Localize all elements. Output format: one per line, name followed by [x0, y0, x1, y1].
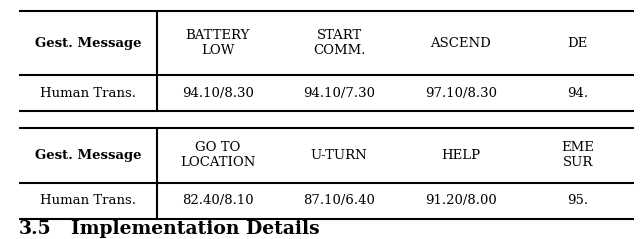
Text: 97.10/8.30: 97.10/8.30: [425, 87, 497, 100]
Text: BATTERY
LOW: BATTERY LOW: [186, 29, 250, 57]
Text: HELP: HELP: [441, 149, 481, 162]
Text: Gest. Message: Gest. Message: [35, 149, 141, 162]
Text: ASCEND: ASCEND: [431, 37, 491, 49]
Text: EME
SUR: EME SUR: [561, 141, 594, 169]
Text: 91.20/8.00: 91.20/8.00: [425, 194, 497, 207]
Text: Gest. Message: Gest. Message: [35, 37, 141, 49]
Text: GO TO
LOCATION: GO TO LOCATION: [180, 141, 255, 169]
Text: Implementation Details: Implementation Details: [58, 220, 319, 238]
Text: 95.: 95.: [567, 194, 588, 207]
Text: 94.: 94.: [567, 87, 588, 100]
Text: Human Trans.: Human Trans.: [40, 194, 136, 207]
Text: Human Trans.: Human Trans.: [40, 87, 136, 100]
Text: 94.10/8.30: 94.10/8.30: [182, 87, 253, 100]
Text: 82.40/8.10: 82.40/8.10: [182, 194, 253, 207]
Text: 94.10/7.30: 94.10/7.30: [303, 87, 375, 100]
Text: DE: DE: [568, 37, 588, 49]
Text: START
COMM.: START COMM.: [313, 29, 365, 57]
Text: 3.5: 3.5: [19, 220, 52, 238]
Text: 87.10/6.40: 87.10/6.40: [303, 194, 375, 207]
Text: U-TURN: U-TURN: [311, 149, 367, 162]
